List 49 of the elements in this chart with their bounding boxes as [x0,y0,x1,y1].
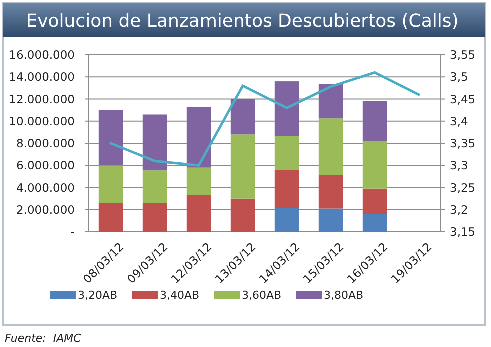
chart-title: Evolucion de Lanzamientos Descubiertos (Calls) [26,11,459,32]
bar [186,195,212,232]
bar [362,188,388,214]
bar [142,203,168,232]
bar [186,106,212,168]
bar [274,170,300,208]
legend-label: 3,80AB [324,288,364,302]
bar [362,101,388,142]
y2-tick-label: 3,3 [450,158,468,173]
legend-label: 3,40AB [160,288,200,302]
y-tick-label: 16.000.000 [9,48,75,62]
legend-label: 3,60AB [242,288,282,302]
line-series [110,71,420,167]
y-tick-label: 4.000.000 [16,180,75,195]
y-tick-label: 12.000.000 [9,92,75,106]
bar [274,82,300,136]
y2-tick-label: 3,55 [450,48,476,62]
y-tick-label: 6.000.000 [16,158,75,173]
y2-tick-label: 3,35 [450,136,476,151]
bar [186,168,212,196]
bar [98,166,124,204]
y-tick-label: 14.000.000 [9,70,75,84]
bar [98,110,124,166]
bar [230,99,256,135]
y-tick-label: 2.000.000 [16,202,75,217]
bar [362,214,388,232]
bar [318,175,344,209]
y-tick-label: 8.000.000 [16,136,75,151]
y2-tick-label: 3,15 [450,225,476,240]
bar [318,84,344,119]
bar [362,141,388,189]
y2-tick-label: 3,4 [450,114,468,128]
y2-tick-label: 3,5 [450,70,468,84]
bar [230,134,256,199]
bar [142,170,168,204]
bar [318,118,344,176]
y2-tick-label: 3,45 [450,92,476,106]
bar [98,203,124,232]
bar [274,136,300,170]
legend-label: 3,20AB [78,288,118,302]
bar [318,208,344,232]
y2-tick-label: 3,25 [450,180,476,195]
bar [142,114,168,171]
source-note: Fuente: IAMC [5,332,82,345]
y-tick-label: 10.000.000 [9,114,75,128]
bar [230,198,256,232]
y-tick-label: - [70,225,75,240]
bar [274,208,300,232]
y2-tick-label: 3,2 [450,202,468,217]
